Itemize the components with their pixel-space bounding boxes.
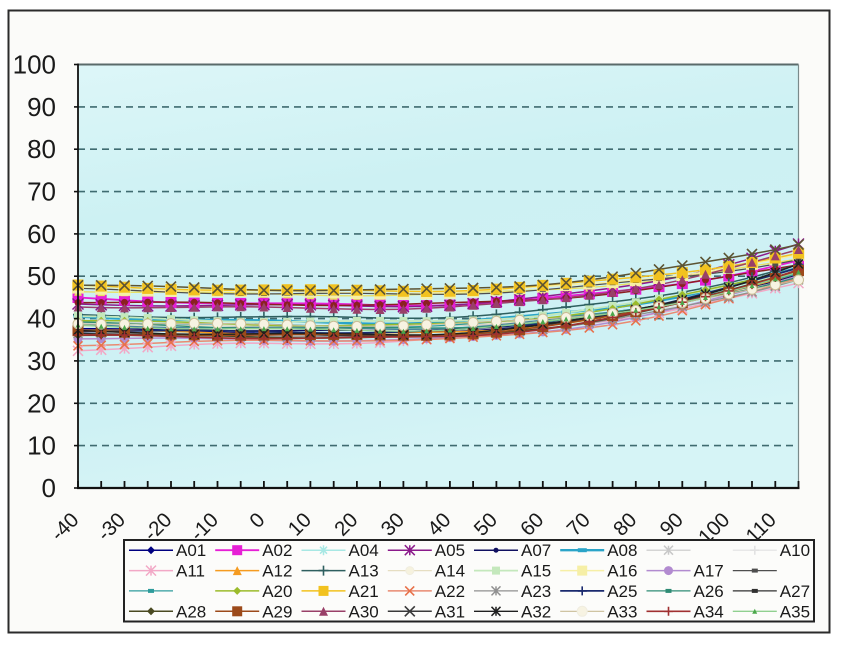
svg-text:0: 0 (42, 473, 56, 503)
svg-text:A20: A20 (262, 582, 292, 601)
svg-text:A28: A28 (176, 602, 206, 621)
svg-text:A14: A14 (435, 562, 465, 581)
svg-text:A25: A25 (607, 582, 637, 601)
svg-text:A26: A26 (694, 582, 724, 601)
svg-text:A01: A01 (176, 541, 206, 560)
svg-text:A23: A23 (521, 582, 551, 601)
svg-text:A27: A27 (780, 582, 810, 601)
svg-text:50: 50 (27, 261, 56, 291)
svg-text:A05: A05 (435, 541, 465, 560)
svg-text:A34: A34 (694, 602, 724, 621)
svg-text:A11: A11 (176, 562, 205, 581)
svg-text:A08: A08 (607, 541, 637, 560)
svg-text:40: 40 (27, 304, 56, 334)
svg-text:A17: A17 (694, 562, 724, 581)
svg-text:A35: A35 (780, 602, 810, 621)
svg-text:A33: A33 (607, 602, 637, 621)
svg-text:70: 70 (27, 177, 56, 207)
svg-text:A29: A29 (262, 602, 292, 621)
svg-text:A13: A13 (349, 562, 379, 581)
svg-text:60: 60 (27, 219, 56, 249)
svg-text:A22: A22 (435, 582, 465, 601)
svg-text:A02: A02 (262, 541, 292, 560)
svg-text:90: 90 (27, 92, 56, 122)
svg-text:A12: A12 (262, 562, 292, 581)
svg-text:A32: A32 (521, 602, 551, 621)
svg-text:A16: A16 (607, 562, 637, 581)
svg-text:A15: A15 (521, 562, 551, 581)
svg-text:10: 10 (27, 431, 56, 461)
svg-text:80: 80 (27, 134, 56, 164)
svg-text:A07: A07 (521, 541, 551, 560)
svg-text:100: 100 (13, 50, 56, 80)
svg-text:A31: A31 (435, 602, 465, 621)
svg-text:A30: A30 (349, 602, 379, 621)
svg-text:20: 20 (27, 388, 56, 418)
svg-text:A10: A10 (780, 541, 810, 560)
svg-text:30: 30 (27, 346, 56, 376)
svg-text:A21: A21 (349, 582, 379, 601)
svg-text:A04: A04 (349, 541, 379, 560)
